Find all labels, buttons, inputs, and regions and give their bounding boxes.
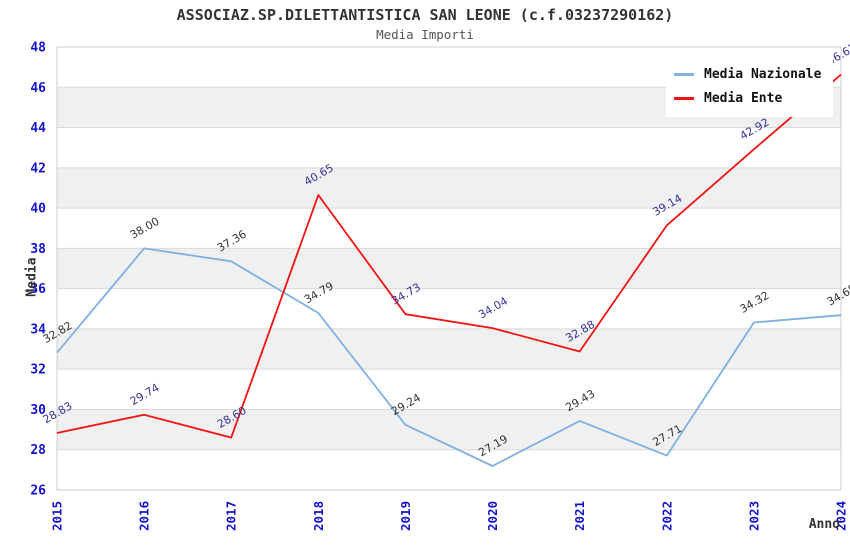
data-label-media-nazionale: 34.32 (738, 289, 772, 316)
legend-swatch-icon (674, 96, 694, 100)
legend-label: Media Ente (704, 90, 783, 106)
plot-band (57, 328, 841, 370)
plot-band (57, 167, 841, 209)
y-tick-label: 36 (30, 282, 46, 297)
plot-border (56, 46, 842, 491)
y-tick-label: 38 (30, 242, 46, 257)
series-line-media-nazionale (56, 247, 842, 467)
x-tick-label: 2017 (224, 501, 239, 531)
legend-item-media-nazionale: Media Nazionale (674, 62, 821, 86)
plot-band (57, 248, 841, 289)
legend: Media Nazionale Media Ente (666, 55, 834, 117)
chart-title: ASSOCIAZ.SP.DILETTANTISTICA SAN LEONE (c… (176, 6, 674, 24)
series-line-media-ente (56, 73, 842, 439)
x-tick-label: 2016 (137, 501, 152, 531)
x-tick-label: 2024 (834, 501, 849, 531)
chart-subtitle: Media Importi (376, 27, 474, 42)
y-tick-label: 32 (30, 363, 46, 378)
x-tick-label: 2022 (659, 501, 674, 531)
data-label-media-nazionale: 38.00 (128, 215, 162, 242)
y-tick-label: 48 (30, 41, 46, 56)
x-tick-label: 2021 (572, 501, 587, 531)
y-tick-label: 28 (30, 443, 46, 458)
legend-swatch-icon (674, 72, 694, 76)
data-label-media-ente: 34.04 (476, 294, 510, 321)
x-tick-label: 2020 (485, 501, 500, 531)
x-tick-label: 2019 (398, 501, 413, 531)
y-tick-label: 30 (30, 403, 46, 418)
y-tick-label: 26 (30, 484, 46, 499)
legend-label: Media Nazionale (704, 66, 822, 82)
y-tick-label: 42 (30, 161, 46, 176)
x-tick-label: 2018 (311, 501, 326, 531)
x-tick-label: 2023 (746, 501, 761, 531)
y-tick-label: 34 (30, 322, 46, 337)
plot-band (57, 409, 841, 450)
x-axis-title: Anno (808, 517, 840, 532)
y-tick-label: 40 (30, 202, 46, 217)
legend-item-media-ente: Media Ente (674, 86, 821, 110)
y-tick-label: 46 (30, 81, 46, 96)
y-axis-title: Media (24, 257, 40, 297)
data-label-media-ente: 29.74 (128, 381, 162, 408)
x-tick-label: 2015 (50, 501, 65, 531)
y-tick-label: 44 (30, 121, 46, 136)
